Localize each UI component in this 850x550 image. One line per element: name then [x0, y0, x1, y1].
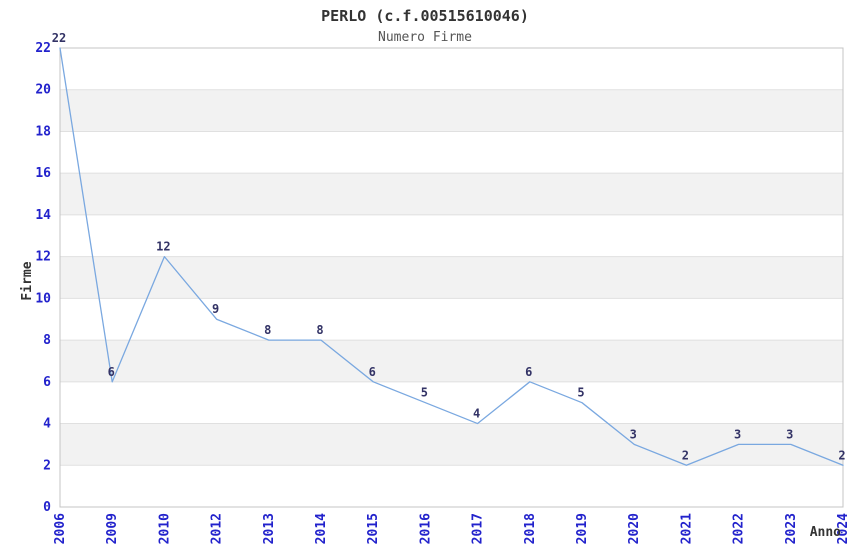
- chart-subtitle: Numero Firme: [378, 30, 472, 45]
- plot-band: [60, 131, 843, 174]
- x-tick-label: 2019: [575, 513, 590, 544]
- plot-band: [60, 89, 843, 132]
- point-label: 22: [52, 31, 66, 45]
- y-tick-label: 6: [43, 375, 51, 390]
- point-label: 8: [264, 323, 271, 337]
- x-tick-label: 2017: [471, 513, 486, 544]
- plot-border: [59, 47, 844, 508]
- point-label: 5: [577, 386, 584, 400]
- x-tick-label: 2023: [784, 513, 799, 544]
- point-label: 9: [212, 302, 219, 316]
- plot-band: [60, 256, 843, 299]
- x-tick-label: 2013: [262, 513, 277, 544]
- y-tick-label: 4: [43, 417, 51, 432]
- y-tick-label: 16: [35, 166, 51, 181]
- point-label: 6: [108, 365, 115, 379]
- point-label: 8: [316, 323, 323, 337]
- plot-band: [60, 423, 843, 466]
- x-tick-label: 2012: [210, 513, 225, 544]
- plot-band: [60, 298, 843, 341]
- point-label: 4: [473, 407, 480, 421]
- series-layer: 22 6 12 9 8 8 6 5 4 6 5 3 2 3 3 2: [52, 31, 846, 466]
- x-tick-label: 2009: [105, 513, 120, 544]
- x-tick-label: 2022: [732, 513, 747, 544]
- point-label: 12: [156, 240, 170, 254]
- firme-series-line: [59, 47, 844, 466]
- y-tick-label: 18: [35, 124, 51, 139]
- plot-band: [60, 48, 843, 90]
- x-tick-label: 2024: [836, 513, 850, 544]
- point-label: 3: [786, 427, 793, 441]
- point-label: 5: [421, 386, 428, 400]
- point-label: 3: [630, 427, 637, 441]
- y-tick-label: 8: [43, 333, 51, 348]
- x-tick-label: 2021: [679, 513, 694, 544]
- x-tick-label: 2020: [627, 513, 642, 544]
- x-tick-label: 2018: [523, 513, 538, 544]
- x-tick-label: 2014: [314, 513, 329, 544]
- point-label: 3: [734, 427, 741, 441]
- plot-band: [60, 214, 843, 257]
- x-tick-label: 2006: [53, 513, 68, 544]
- gridlines-layer: [59, 47, 844, 508]
- y-axis-label: Firme: [20, 261, 35, 300]
- point-label: 6: [525, 365, 532, 379]
- chart-title: PERLO (c.f.00515610046): [321, 7, 529, 25]
- y-tick-label: 12: [35, 250, 51, 265]
- point-label: 2: [838, 448, 845, 462]
- y-tick-label: 14: [35, 208, 51, 223]
- plot-band: [60, 173, 843, 215]
- y-tick-label: 0: [43, 500, 51, 515]
- y-tick-label: 20: [35, 83, 51, 98]
- x-tick-label: 2016: [418, 513, 433, 544]
- plot-bands-layer: [60, 48, 843, 507]
- x-tick-label: 2010: [157, 513, 172, 544]
- x-tick-label: 2015: [366, 513, 381, 544]
- plot-band: [60, 340, 843, 382]
- y-tick-label: 22: [35, 41, 51, 56]
- y-tick-label: 2: [43, 458, 51, 473]
- plot-band: [60, 465, 843, 507]
- y-tick-label: 10: [35, 291, 51, 306]
- point-label: 6: [369, 365, 376, 379]
- point-label: 2: [682, 448, 689, 462]
- x-axis-label: Anno: [810, 525, 841, 540]
- plot-band: [60, 381, 843, 424]
